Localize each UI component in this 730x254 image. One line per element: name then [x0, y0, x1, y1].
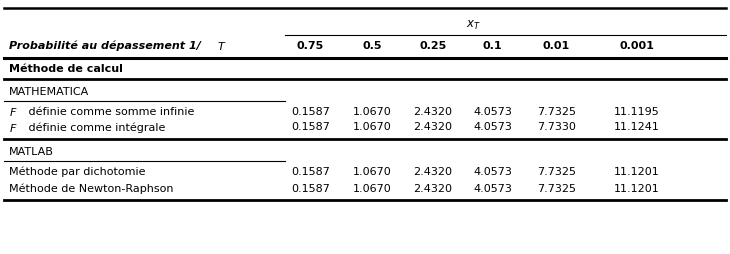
Text: 1.0670: 1.0670 [353, 166, 392, 177]
Text: 0.1587: 0.1587 [291, 107, 330, 117]
Text: 7.7325: 7.7325 [537, 166, 576, 177]
Text: 4.0573: 4.0573 [473, 107, 512, 117]
Text: $x_T$: $x_T$ [466, 19, 481, 32]
Text: 0.1: 0.1 [483, 41, 502, 51]
Text: 11.1201: 11.1201 [614, 183, 659, 193]
Text: 0.01: 0.01 [542, 41, 570, 51]
Text: Méthode de Newton-Raphson: Méthode de Newton-Raphson [9, 183, 173, 193]
Text: $T$: $T$ [217, 40, 226, 52]
Text: 0.1587: 0.1587 [291, 122, 330, 132]
Text: 0.25: 0.25 [419, 41, 447, 51]
Text: 4.0573: 4.0573 [473, 183, 512, 193]
Text: $F$: $F$ [9, 121, 18, 133]
Text: 2.4320: 2.4320 [413, 122, 453, 132]
Text: $F$: $F$ [9, 106, 18, 118]
Text: 1.0670: 1.0670 [353, 183, 392, 193]
Text: Probabilité au dépassement 1/: Probabilité au dépassement 1/ [9, 40, 201, 51]
Text: 4.0573: 4.0573 [473, 166, 512, 177]
Text: MATLAB: MATLAB [9, 146, 53, 156]
Text: 0.1587: 0.1587 [291, 166, 330, 177]
Text: 1.0670: 1.0670 [353, 122, 392, 132]
Text: Méthode par dichotomie: Méthode par dichotomie [9, 166, 145, 177]
Text: 0.5: 0.5 [363, 41, 382, 51]
Text: 0.1587: 0.1587 [291, 183, 330, 193]
Text: définie comme intégrale: définie comme intégrale [25, 122, 165, 132]
Text: définie comme somme infinie: définie comme somme infinie [25, 107, 194, 117]
Text: 7.7325: 7.7325 [537, 183, 576, 193]
Text: 2.4320: 2.4320 [413, 166, 453, 177]
Text: 1.0670: 1.0670 [353, 107, 392, 117]
Text: 2.4320: 2.4320 [413, 107, 453, 117]
Text: Méthode de calcul: Méthode de calcul [9, 64, 123, 74]
Text: 4.0573: 4.0573 [473, 122, 512, 132]
Text: MATHEMATICA: MATHEMATICA [9, 86, 89, 97]
Text: 11.1201: 11.1201 [614, 166, 659, 177]
Text: 11.1195: 11.1195 [614, 107, 659, 117]
Text: 0.75: 0.75 [296, 41, 324, 51]
Text: 0.001: 0.001 [619, 41, 654, 51]
Text: 11.1241: 11.1241 [614, 122, 659, 132]
Text: 7.7330: 7.7330 [537, 122, 576, 132]
Text: 7.7325: 7.7325 [537, 107, 576, 117]
Text: 2.4320: 2.4320 [413, 183, 453, 193]
